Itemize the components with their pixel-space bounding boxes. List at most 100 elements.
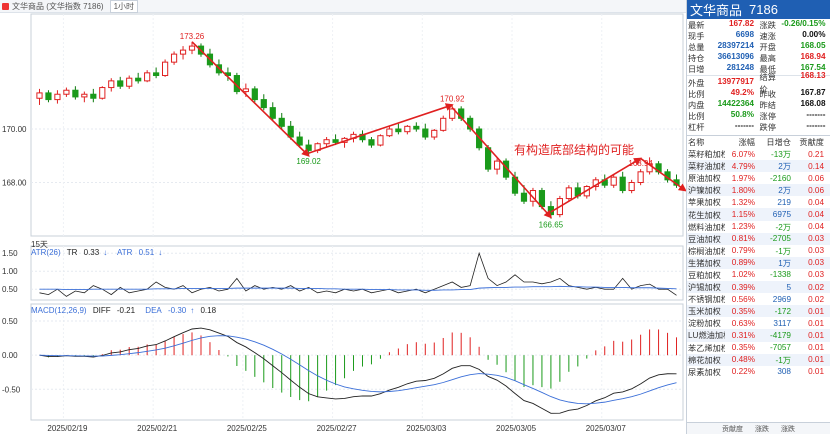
tr-line	[39, 251, 677, 297]
component-row[interactable]: 花生加权 1.15% 6975 0.04	[687, 208, 830, 221]
dea-line	[39, 335, 677, 405]
quote-value: 168.94	[800, 51, 826, 61]
date-tick-label: 2025/03/07	[586, 424, 627, 433]
component-row[interactable]: 淀粉加权 0.63% 3117 0.01	[687, 317, 830, 329]
price-extreme-label: 170.92	[440, 94, 465, 103]
candle-body	[610, 176, 617, 186]
quote-label: 涨停	[759, 111, 776, 121]
component-row[interactable]: 原油加权 1.97% -2160 0.06	[687, 172, 830, 184]
component-name: 菜籽粕加权	[688, 150, 725, 160]
quote-value: 168.05	[800, 40, 826, 50]
component-row[interactable]: 燃料油加权 1.23% -2万 0.04	[687, 221, 830, 233]
quote-cell: 昨结 168.08	[759, 99, 830, 111]
component-row[interactable]: 苯乙烯加权 0.35% -7057 0.01	[687, 342, 830, 354]
candle-body	[242, 88, 249, 93]
quote-row: 持仓 36613096 最高 168.94	[687, 52, 830, 63]
period-selector[interactable]: 1小时	[109, 0, 139, 13]
quote-label: 昨结	[759, 100, 776, 110]
footer-tab[interactable]: 涨跌	[781, 425, 795, 433]
component-chg: 1.23%	[731, 222, 755, 232]
candle-body	[36, 92, 43, 99]
col-name-header[interactable]: 名称	[688, 138, 705, 147]
component-row[interactable]: 豆油加权 0.81% -2705 0.03	[687, 232, 830, 245]
component-chg: 0.56%	[731, 294, 755, 304]
component-row[interactable]: 苹果加权 1.32% 219 0.04	[687, 196, 830, 208]
candle-body	[646, 163, 653, 173]
component-row[interactable]: 棕榈油加权 0.79% -1万 0.03	[687, 245, 830, 257]
quote-label: 跌停	[759, 122, 776, 132]
quote-value: 167.87	[800, 87, 826, 97]
candle-body	[323, 139, 330, 145]
component-row[interactable]: 菜籽粕加权 6.07% -13万 0.21	[687, 148, 830, 160]
quote-value: 0.00%	[802, 29, 826, 39]
component-chg: 1.97%	[731, 173, 755, 183]
component-contrib: 0.03	[808, 270, 824, 280]
quote-value: -------	[734, 120, 754, 130]
quote-value: 28397214	[717, 40, 754, 50]
footer-tab[interactable]: 涨跌	[755, 425, 769, 433]
date-tick-label: 2025/02/19	[47, 424, 88, 433]
quote-header: 文华商品 7186	[687, 0, 830, 19]
quote-row: 外盘 13977917 结算价 168.13	[687, 71, 830, 94]
trend-arrow	[308, 103, 454, 154]
date-tick-label: 2025/03/05	[496, 424, 537, 433]
candle-body	[81, 93, 88, 98]
quote-panel: 文华商品 7186 最新 167.82 涨跌 -0.26/0.15% 现手 6698 速涨 0…	[686, 0, 830, 434]
diff-label: DIFF	[92, 306, 111, 315]
component-chg: 0.89%	[731, 258, 755, 268]
candle-body	[153, 72, 160, 77]
candle-body	[251, 88, 258, 101]
component-name: 尿素加权	[688, 367, 721, 377]
chart-area[interactable]: 170.00 168.00 2025/02/19 2025/02/21 2025/02/…	[0, 0, 686, 434]
col-contrib-header[interactable]: 贡献度	[799, 138, 824, 147]
component-row[interactable]: 豆粕加权 1.02% -1338 0.03	[687, 269, 830, 281]
col-day-header[interactable]: 日增仓	[766, 138, 791, 147]
quote-value: -0.26/0.15%	[781, 18, 826, 28]
col-chg-header[interactable]: 涨幅	[738, 138, 755, 147]
candle-body	[484, 147, 492, 170]
component-chg: 0.35%	[731, 343, 755, 353]
candle-body	[332, 139, 339, 143]
quote-label: 最低	[759, 64, 776, 74]
chart-note: 有构造底部结构的可能	[514, 143, 635, 157]
component-row[interactable]: LU燃油加权 0.31% -4179 0.01	[687, 329, 830, 342]
component-contrib: 0.03	[808, 258, 824, 268]
component-row[interactable]: 菜籽油加权 4.79% 2万 0.14	[687, 160, 830, 173]
quote-label: 最高	[759, 53, 776, 63]
component-name: 棕榈油加权	[688, 246, 725, 256]
component-contrib: 0.04	[808, 210, 824, 220]
atr-line	[39, 285, 677, 291]
component-contrib: 0.04	[808, 222, 824, 232]
macd-pane-border	[30, 303, 684, 421]
component-name: 生猪加权	[688, 258, 721, 268]
component-contrib: 0.01	[808, 367, 824, 377]
candle-body	[179, 49, 187, 55]
price-chart[interactable]: 170.00 168.00 2025/02/19 2025/02/21 2025/02/…	[0, 0, 686, 434]
quote-cell: 外盘 13977917	[687, 77, 759, 89]
component-row[interactable]: 玉米加权 0.35% -172 0.01	[687, 305, 830, 318]
candle-body	[144, 72, 151, 82]
candle-body	[377, 135, 384, 146]
atr-legend: ATR(26) TR 0.33 ↓ ATR 0.51 ↓	[31, 248, 163, 257]
quote-value: 281248	[726, 62, 754, 72]
date-tick-label: 2025/02/25	[227, 424, 268, 433]
period-count: 15天	[31, 240, 48, 249]
component-row[interactable]: 沪锡加权 0.39% 5 0.02	[687, 281, 830, 294]
candle-body	[188, 45, 196, 51]
footer-tab[interactable]: 贡献度	[722, 425, 743, 433]
candle-body	[395, 128, 402, 133]
component-row[interactable]: 生猪加权 0.89% 1万 0.03	[687, 256, 830, 269]
macd-value: 0.18	[200, 306, 217, 315]
atr-name: ATR(26)	[31, 248, 61, 257]
component-name: 花生加权	[688, 210, 721, 220]
component-chg: 6.07%	[731, 149, 755, 159]
component-row[interactable]: 沪镍加权 1.80% 2万 0.06	[687, 184, 830, 197]
component-row[interactable]: 尿素加权 0.22% 308 0.01	[687, 366, 830, 378]
quote-label: 持仓	[688, 53, 705, 63]
component-row[interactable]: 棉花加权 0.48% -1万 0.01	[687, 353, 830, 366]
component-row[interactable]: 不锈钢加权 0.56% 2969 0.02	[687, 293, 830, 305]
atr-value: 0.51	[138, 248, 155, 257]
components-table: 菜籽粕加权 6.07% -13万 0.21 菜籽油加权 4.79% 2万 0.14 原油加权 1.…	[687, 148, 830, 378]
diff-value: -0.21	[116, 306, 136, 315]
candle-body	[413, 125, 420, 130]
